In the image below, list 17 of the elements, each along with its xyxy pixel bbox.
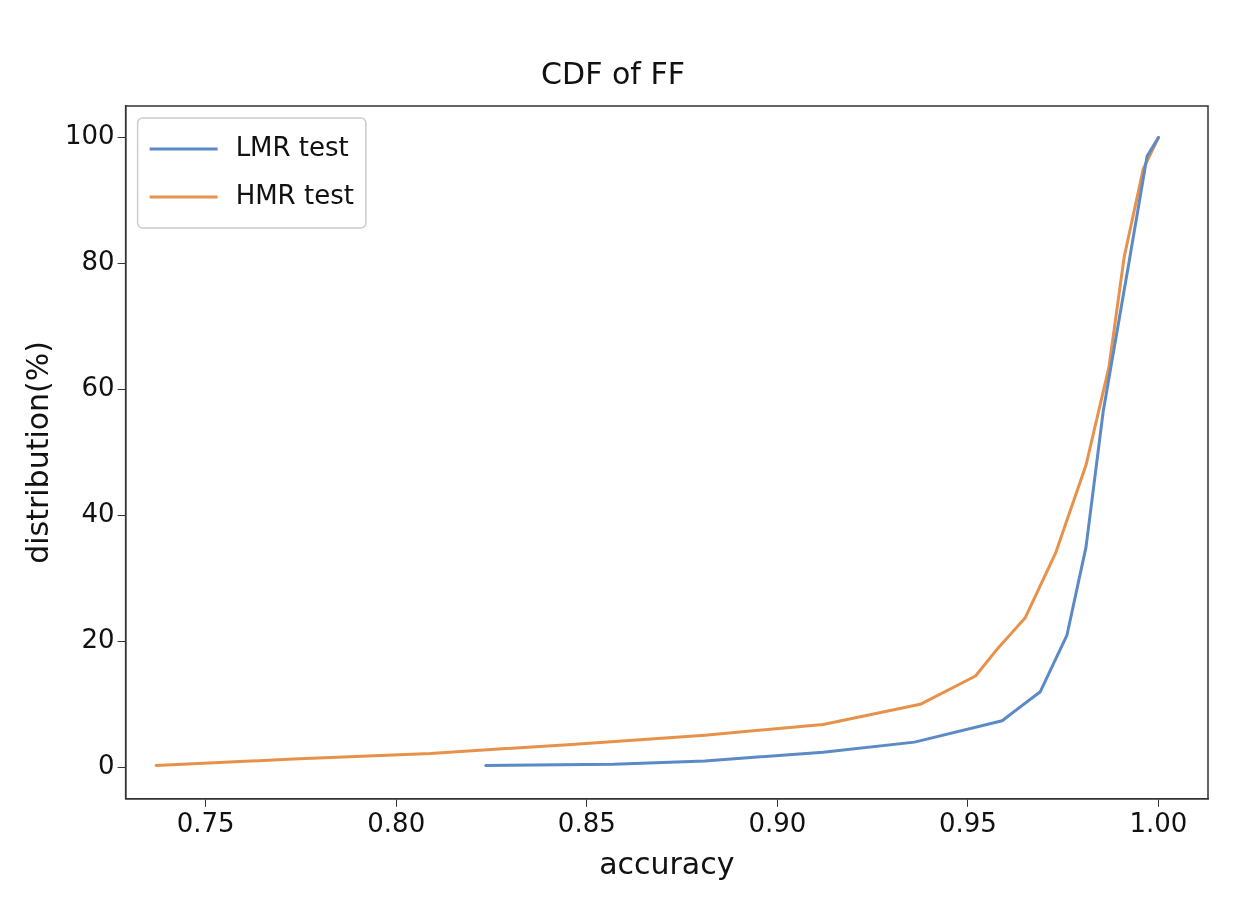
x-axis-title: accuracy <box>599 845 735 881</box>
x-tick-label: 0.80 <box>367 808 426 839</box>
y-tick-label: 0 <box>98 750 115 781</box>
y-tick-label: 60 <box>81 372 115 403</box>
x-tick-label: 1.00 <box>1129 808 1188 839</box>
legend-label: HMR test <box>235 179 354 210</box>
y-tick-label: 40 <box>81 498 115 529</box>
y-axis-title: distribution(%) <box>19 340 55 564</box>
y-tick-label: 80 <box>81 246 115 277</box>
x-tick-label: 0.75 <box>176 808 235 839</box>
x-tick-label: 0.95 <box>938 808 997 839</box>
y-tick-label: 100 <box>64 120 115 151</box>
y-tick-label: 20 <box>81 624 115 655</box>
legend-label: LMR test <box>235 131 349 162</box>
x-tick-label: 0.90 <box>748 808 807 839</box>
x-tick-label: 0.85 <box>557 808 616 839</box>
chart-title: CDF of FF <box>541 55 685 91</box>
